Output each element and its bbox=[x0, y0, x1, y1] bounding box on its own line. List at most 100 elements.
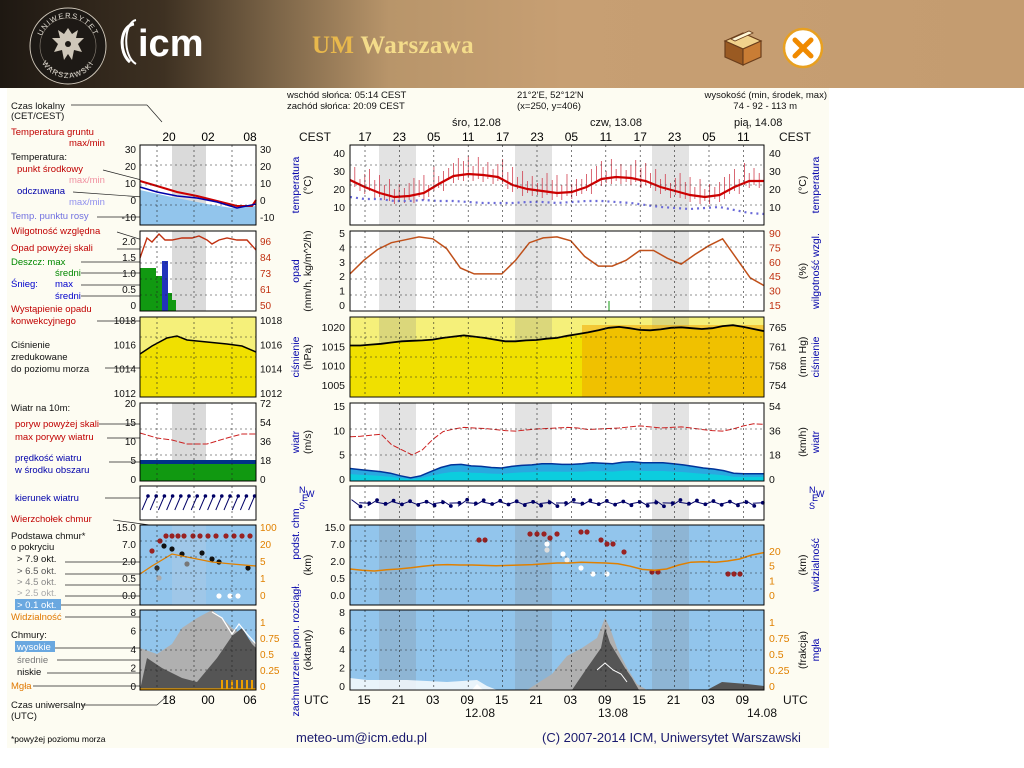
axis-title: (hPa) bbox=[302, 344, 314, 370]
pressure-warm-band bbox=[582, 325, 764, 397]
scale-label: 20 bbox=[333, 184, 345, 196]
left-utc-ticks: 18 00 06 bbox=[162, 693, 257, 707]
scale-label: 40 bbox=[769, 148, 781, 160]
compass-letter: S bbox=[299, 501, 305, 511]
axis-title: wiatr bbox=[810, 430, 822, 454]
utc-tick: 03 bbox=[426, 693, 440, 707]
small-scale-label: 4 bbox=[130, 645, 136, 656]
cloud-base-dot bbox=[737, 571, 743, 577]
header-bar: UNIWERSYTET WARSZAWSKI icm UM Warszawa bbox=[0, 0, 1024, 88]
svg-text:kierunek wiatru: kierunek wiatru bbox=[15, 493, 79, 504]
cloud-base-dot bbox=[181, 533, 187, 539]
small-scale-label: 0.25 bbox=[260, 666, 280, 677]
small-scale-label: 0.0 bbox=[122, 591, 136, 602]
wind-arrow-head bbox=[539, 503, 544, 508]
night-band bbox=[515, 231, 552, 311]
svg-text:punkt środkowy: punkt środkowy bbox=[17, 164, 83, 175]
wind-arrow-head bbox=[211, 494, 216, 498]
cloud-base-dot bbox=[590, 571, 596, 577]
small-scale-label: 1016 bbox=[114, 340, 137, 351]
svg-text:konwekcyjnego: konwekcyjnego bbox=[11, 316, 76, 327]
cloud-base-dot bbox=[184, 561, 190, 567]
wind-arrow bbox=[166, 495, 174, 511]
panel-frame bbox=[349, 144, 765, 226]
fog-bar bbox=[226, 680, 228, 690]
close-button[interactable] bbox=[782, 27, 824, 69]
fog-bar bbox=[241, 680, 243, 690]
scale-label: 4 bbox=[339, 644, 345, 656]
wind-arrow-head bbox=[195, 494, 199, 498]
axis-title: wiatr bbox=[290, 430, 302, 454]
scale-label: 15 bbox=[333, 401, 345, 413]
wind-arrow-head bbox=[170, 494, 175, 498]
cest-tick: 17 bbox=[634, 130, 648, 144]
scale-label: 0.75 bbox=[769, 633, 790, 645]
wind-arrow-head bbox=[146, 494, 150, 498]
cloud-base-dot bbox=[476, 537, 482, 543]
title-city: Warszawa bbox=[360, 32, 474, 59]
scale-label: 45 bbox=[769, 271, 781, 283]
wind-arrow-head bbox=[588, 498, 593, 503]
compass-letter: N bbox=[809, 485, 816, 495]
wind-arrow-head bbox=[645, 503, 650, 508]
wind-arrow-head bbox=[187, 494, 191, 498]
panel-frame bbox=[139, 402, 257, 482]
svg-text:(CET/CEST): (CET/CEST) bbox=[11, 111, 64, 122]
small-scale-label: 1 bbox=[260, 618, 266, 629]
cloud-base-dot bbox=[213, 533, 219, 539]
axis-title: mgła bbox=[810, 638, 822, 661]
small-scale-label: -10 bbox=[122, 213, 137, 224]
svg-text:średni: średni bbox=[55, 268, 81, 279]
package-box-icon bbox=[723, 30, 763, 66]
svg-text:> 2.5 okt.: > 2.5 okt. bbox=[17, 588, 56, 599]
small-scale-label: 20 bbox=[125, 399, 137, 410]
copyright-text: (C) 2007-2014 ICM, Uniwersytet Warszawsk… bbox=[542, 730, 801, 745]
svg-text:Wiatr na 10m:: Wiatr na 10m: bbox=[11, 403, 70, 414]
cloud-base-dot bbox=[534, 531, 540, 537]
small-scale-label: 0 bbox=[260, 196, 266, 207]
svg-text:Wierzchołek chmur: Wierzchołek chmur bbox=[11, 514, 92, 525]
cloud-base-dot bbox=[199, 550, 205, 556]
small-scale-label: 18 bbox=[260, 456, 272, 467]
cest-tick: 11 bbox=[600, 130, 613, 144]
small-scale-label: 1016 bbox=[260, 340, 283, 351]
axis-title: (km) bbox=[797, 555, 809, 576]
small-scale-label: 84 bbox=[260, 253, 272, 264]
svg-text:max/min: max/min bbox=[69, 175, 105, 186]
scale-label: 0 bbox=[339, 300, 345, 312]
axis-title: opad bbox=[290, 259, 302, 283]
small-scale-label: 0 bbox=[130, 475, 136, 486]
package-box-button[interactable] bbox=[721, 27, 765, 67]
contact-email-link[interactable]: meteo-um@icm.edu.pl bbox=[296, 730, 427, 745]
wind-arrow bbox=[239, 495, 247, 511]
coords-text: 21°2'E, 52°12'N bbox=[517, 90, 584, 101]
small-scale-label: 6 bbox=[130, 627, 136, 638]
scale-label: 0.0 bbox=[330, 590, 345, 602]
cloud-base-dot bbox=[175, 533, 181, 539]
scale-label: 1020 bbox=[322, 322, 346, 334]
panel-frame bbox=[139, 609, 257, 691]
small-scale-label: 0.5 bbox=[122, 285, 136, 296]
scale-label: 761 bbox=[769, 341, 787, 353]
small-scale-label: 30 bbox=[260, 145, 272, 156]
night-band bbox=[379, 231, 416, 311]
panel-frame bbox=[349, 524, 765, 606]
axis-title: (°C) bbox=[302, 176, 314, 195]
panel-frame bbox=[349, 485, 765, 521]
cest-label-right: CEST bbox=[779, 130, 812, 144]
small-scale-label: -10 bbox=[260, 213, 275, 224]
left-cest-ticks: 20 02 08 bbox=[162, 130, 257, 144]
night-band bbox=[379, 525, 416, 605]
scale-label: 758 bbox=[769, 361, 787, 373]
cloud-cover-white-line bbox=[596, 662, 628, 683]
utc-label-right: UTC bbox=[783, 693, 808, 707]
svg-text:> 4.5 okt.: > 4.5 okt. bbox=[17, 577, 56, 588]
left-utc-tick: 06 bbox=[243, 693, 257, 707]
utc-tick: 21 bbox=[529, 693, 543, 707]
wind-arrow-head bbox=[236, 494, 240, 498]
scale-label: 15.0 bbox=[325, 522, 346, 534]
svg-text:poryw powyżej skali: poryw powyżej skali bbox=[15, 419, 99, 430]
wind-arrow-head bbox=[358, 504, 363, 509]
cest-tick: 05 bbox=[427, 130, 441, 144]
cloud-base-dot bbox=[209, 556, 215, 562]
